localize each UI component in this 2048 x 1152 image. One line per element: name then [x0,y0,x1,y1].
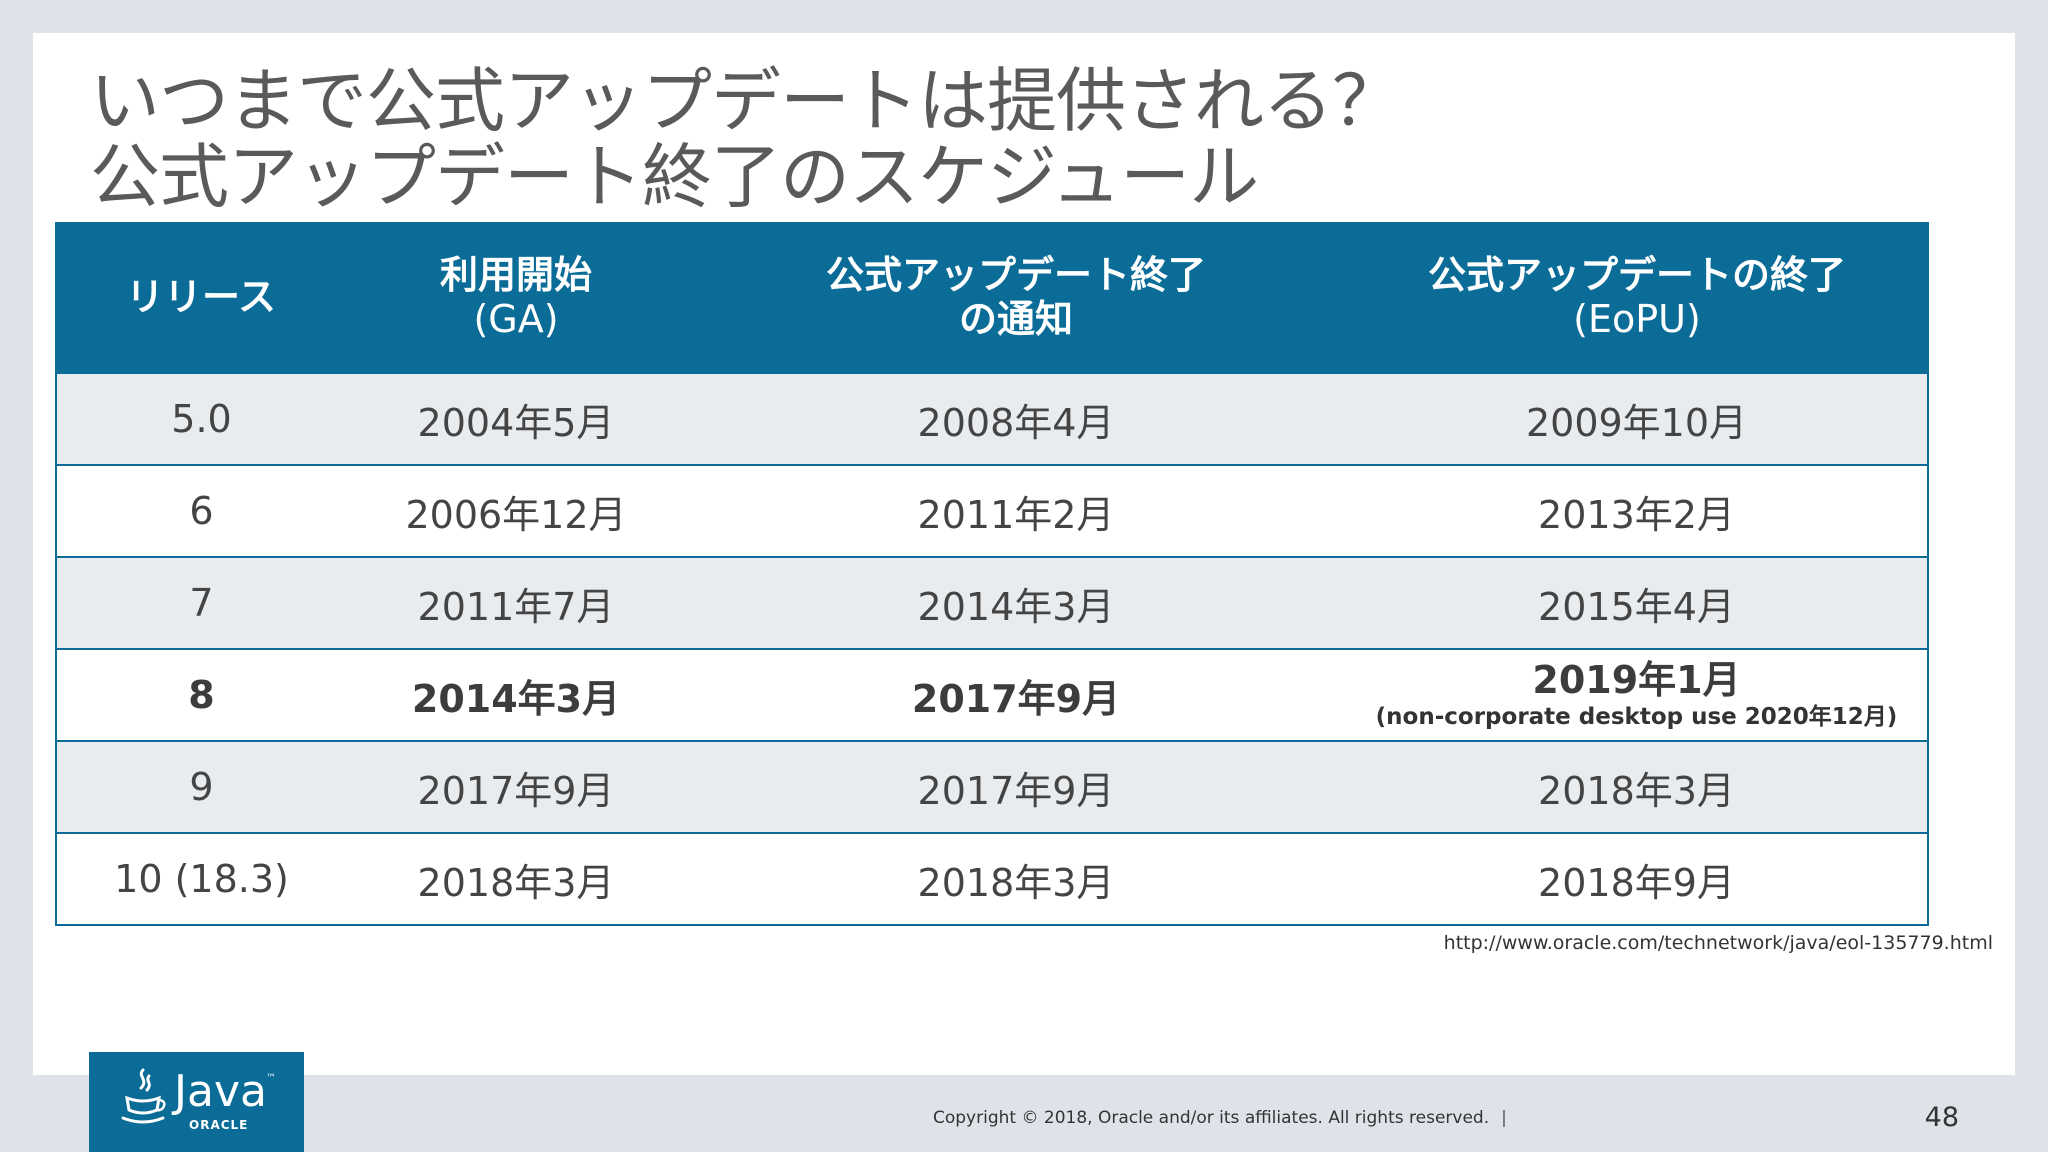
cell-ga: 2004年5月 [346,372,686,466]
oracle-wordmark: ORACLE [189,1118,249,1132]
cell-release: 8 [55,648,346,742]
table-row: 10 (18.3) 2018年3月 2018年3月 2018年9月 [55,832,1929,926]
cell-notice: 2017年9月 [686,648,1346,742]
java-cup-icon [121,1068,166,1124]
table-header-row: リリース 利用開始 (GA) 公式アップデート終了 の通知 公式アップデートの終… [55,222,1929,373]
cell-release: 6 [55,464,346,558]
cell-notice: 2008年4月 [686,372,1346,466]
table-row: 8 2014年3月 2017年9月 2019年1月 (non-corporate… [55,648,1929,742]
cell-release: 9 [55,740,346,834]
cell-ga: 2011年7月 [346,556,686,650]
cell-ga: 2006年12月 [346,464,686,558]
cell-notice: 2018年3月 [686,832,1346,926]
cell-notice: 2017年9月 [686,740,1346,834]
header-notice: 公式アップデート終了 の通知 [685,222,1347,373]
table-row: 7 2011年7月 2014年3月 2015年4月 [55,556,1929,650]
java-wordmark: Java [174,1066,267,1117]
footer-separator: | [1501,1108,1507,1128]
title-line-1: いつまで公式アップデートは提供される？ [90,60,1402,142]
cell-eopu: 2013年2月 [1346,464,1929,558]
cell-release: 7 [55,556,346,650]
cell-eopu: 2015年4月 [1346,556,1929,650]
title-line-2: 公式アップデート終了のスケジュール [90,136,1259,218]
copyright-notice: Copyright © 2018, Oracle and/or its affi… [933,1108,1507,1128]
cell-eopu: 2019年1月 (non-corporate desktop use 2020年… [1346,648,1929,742]
cell-eopu: 2009年10月 [1346,372,1929,466]
table-row: 6 2006年12月 2011年2月 2013年2月 [55,464,1929,558]
copyright-text: Copyright © 2018, Oracle and/or its affi… [933,1108,1490,1128]
cell-release: 10 (18.3) [55,832,346,926]
source-link[interactable]: http://www.oracle.com/technetwork/java/e… [1443,932,1993,954]
eopu-note: (non-corporate desktop use 2020年12月) [1375,704,1898,730]
cell-ga: 2014年3月 [346,648,686,742]
cell-notice: 2011年2月 [686,464,1346,558]
cell-notice: 2014年3月 [686,556,1346,650]
trademark-mark: ™ [266,1073,276,1084]
header-release: リリース [55,222,347,373]
cell-ga: 2018年3月 [346,832,686,926]
cell-eopu: 2018年3月 [1346,740,1929,834]
header-eopu: 公式アップデートの終了 (EoPU) [1345,222,1929,373]
page-number: 48 [1924,1102,1959,1133]
slide-title: いつまで公式アップデートは提供される？ 公式アップデート終了のスケジュール [90,63,1790,215]
header-ga: 利用開始 (GA) [345,222,687,373]
cell-eopu: 2018年9月 [1346,832,1929,926]
cell-ga: 2017年9月 [346,740,686,834]
cell-release: 5.0 [55,372,346,466]
table-row: 5.0 2004年5月 2008年4月 2009年10月 [55,372,1929,466]
eopu-value: 2019年1月 [1532,658,1741,702]
java-oracle-logo: Java ™ ORACLE [89,1052,304,1152]
eol-schedule-table: リリース 利用開始 (GA) 公式アップデート終了 の通知 公式アップデートの終… [55,222,1929,926]
table-row: 9 2017年9月 2017年9月 2018年3月 [55,740,1929,834]
